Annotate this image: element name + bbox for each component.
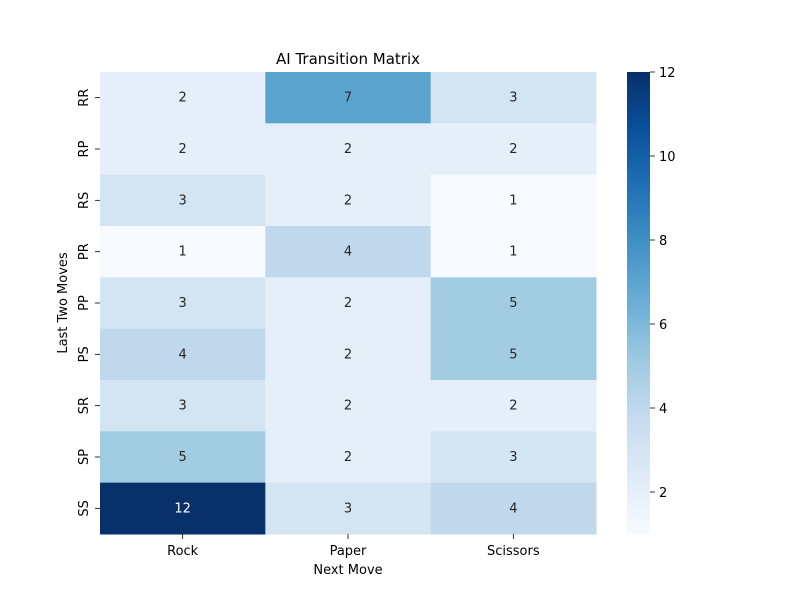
cell-value-label: 5: [509, 296, 517, 311]
cell-value-label: 3: [179, 296, 187, 311]
cell-value-label: 12: [174, 501, 191, 516]
cell-value-label: 4: [179, 347, 187, 362]
heatmap-cell: [430, 431, 597, 484]
chart-title: AI Transition Matrix: [276, 50, 420, 68]
cell-value-label: 2: [179, 91, 187, 106]
cell-value-label: 2: [344, 296, 352, 311]
cell-value-label: 3: [509, 91, 517, 106]
heatmap-cells: 2 7 3 2 2 2 3 2 1 1 4 1 3 2 5 4 2 5 3 2 2 5 2 3 12 3 4: [100, 72, 597, 535]
cell-value-label: 2: [179, 142, 187, 157]
heatmap-cell: [100, 482, 266, 535]
heatmap-cell: [265, 277, 432, 330]
cell-value-label: 2: [509, 142, 517, 157]
heatmap-cell: [265, 123, 432, 176]
heatmap-cell: [100, 277, 266, 330]
heatmap-cell: [100, 123, 266, 176]
y-tick-label: RP: [77, 140, 92, 157]
heatmap-cell: [100, 226, 266, 278]
heatmap-cell: [265, 72, 432, 124]
colorbar-tick-label: 6: [659, 318, 667, 333]
cell-value-label: 7: [344, 91, 352, 106]
heatmap-cell: [430, 380, 597, 432]
cell-value-label: 3: [179, 193, 187, 208]
cell-value-label: 2: [344, 450, 352, 465]
heatmap-cell: [430, 123, 597, 176]
y-tick-label: PS: [77, 346, 92, 362]
cell-value-label: 2: [509, 399, 517, 414]
y-axis: RR RP RS PR PP PS SR SP SS: [77, 89, 100, 517]
colorbar: 2 4 6 8 10 12: [627, 66, 676, 534]
heatmap-cell: [430, 482, 597, 535]
heatmap-cell: [265, 431, 432, 484]
y-tick-label: SP: [77, 449, 92, 465]
heatmap-cell: [430, 328, 597, 381]
colorbar-tick-label: 12: [659, 66, 676, 81]
cell-value-label: 4: [509, 501, 517, 516]
heatmap-cell: [430, 277, 597, 330]
x-tick-label: Scissors: [487, 544, 540, 559]
x-tick-label: Paper: [330, 544, 367, 559]
cell-value-label: 2: [344, 142, 352, 157]
cell-value-label: 2: [344, 193, 352, 208]
heatmap-cell: [430, 226, 597, 278]
heatmap-cell: [265, 226, 432, 278]
cell-value-label: 3: [344, 501, 352, 516]
y-tick-label: SR: [77, 397, 92, 414]
colorbar-tick-label: 2: [659, 486, 667, 501]
y-tick-label: RS: [77, 192, 92, 209]
cell-value-label: 1: [179, 245, 187, 260]
heatmap-cell: [100, 380, 266, 432]
x-tick-label: Rock: [167, 544, 199, 559]
heatmap-cell: [430, 72, 597, 124]
colorbar-gradient: [627, 72, 650, 534]
y-axis-label: Last Two Moves: [56, 252, 71, 354]
cell-value-label: 1: [509, 193, 517, 208]
colorbar-tick-label: 10: [659, 150, 676, 165]
colorbar-tick-label: 8: [659, 234, 667, 249]
cell-value-label: 4: [344, 245, 352, 260]
heatmap-cell: [100, 72, 266, 124]
colorbar-tick-label: 4: [659, 402, 667, 417]
y-tick-label: PP: [77, 295, 92, 311]
cell-value-label: 5: [179, 450, 187, 465]
cell-value-label: 1: [509, 245, 517, 260]
x-axis: Rock Paper Scissors: [167, 534, 540, 559]
heatmap-cell: [265, 380, 432, 432]
y-tick-label: PR: [77, 243, 92, 260]
x-axis-label: Next Move: [313, 563, 382, 578]
cell-value-label: 2: [344, 347, 352, 362]
cell-value-label: 5: [509, 347, 517, 362]
cell-value-label: 3: [509, 450, 517, 465]
heatmap-cell: [265, 482, 432, 535]
y-tick-label: SS: [77, 500, 92, 517]
cell-value-label: 2: [344, 399, 352, 414]
y-tick-label: RR: [77, 89, 92, 107]
heatmap-cell: [100, 328, 266, 381]
heatmap-cell: [100, 174, 266, 227]
heatmap-cell: [100, 431, 266, 484]
heatmap-cell: [430, 174, 597, 227]
cell-value-label: 3: [179, 399, 187, 414]
heatmap-cell: [265, 328, 432, 381]
heatmap-cell: [265, 174, 432, 227]
